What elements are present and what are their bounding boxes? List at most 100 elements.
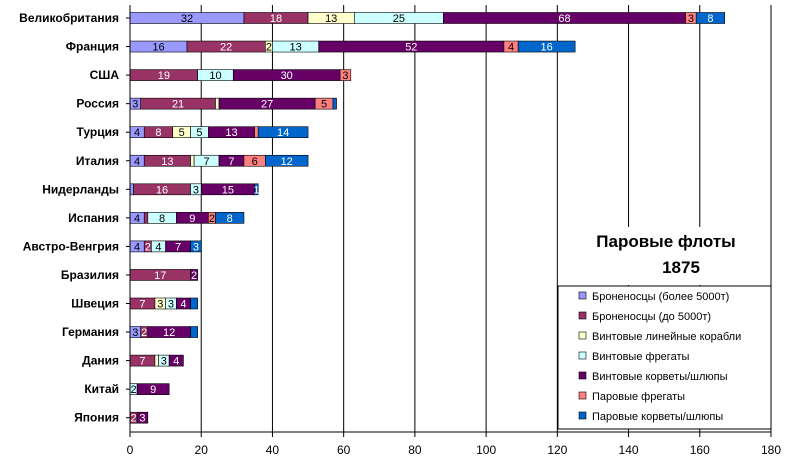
category-label: Дания xyxy=(82,354,119,368)
data-label: 12 xyxy=(281,156,293,168)
legend-label: Броненосцы (до 5000т) xyxy=(592,311,711,323)
data-label: 12 xyxy=(163,327,175,339)
bar-segment xyxy=(154,354,159,367)
data-label: 3 xyxy=(342,70,348,82)
legend-swatch xyxy=(578,291,587,300)
data-label: 21 xyxy=(172,99,184,111)
data-label: 2 xyxy=(209,213,215,225)
bar-segment xyxy=(190,240,202,253)
data-label: 7 xyxy=(228,156,234,168)
bar-segment xyxy=(254,183,259,196)
data-label: 10 xyxy=(209,70,221,82)
data-label: 8 xyxy=(707,13,713,25)
legend-label: Броненосцы (более 5000т) xyxy=(592,291,729,303)
data-label: 6 xyxy=(252,156,258,168)
x-tick-label-140: 140 xyxy=(619,443,639,457)
title-background xyxy=(572,227,770,285)
data-label: 3 xyxy=(688,13,694,25)
category-label: Германия xyxy=(62,325,119,339)
bar-segment xyxy=(215,97,220,110)
category-labels: Великобритания Франция США Россия Турция Итал… xyxy=(19,11,119,425)
bar-segment xyxy=(265,154,309,167)
bar-segment xyxy=(215,212,245,224)
legend-swatch xyxy=(578,331,587,340)
data-label: 16 xyxy=(156,184,168,196)
data-label: 4 xyxy=(134,156,140,168)
legend-swatch xyxy=(578,391,587,400)
legend-swatch xyxy=(578,411,587,420)
chart-subtitle: 1875 xyxy=(662,258,700,277)
x-tick-label-0: 0 xyxy=(127,443,134,457)
category-label: Россия xyxy=(76,97,119,111)
data-label: 8 xyxy=(227,213,233,225)
bar-segment xyxy=(695,12,726,24)
category-label: Австро-Венгрия xyxy=(23,239,119,253)
data-label: 7 xyxy=(139,299,145,311)
x-tick-label-80: 80 xyxy=(408,443,422,457)
data-label: 9 xyxy=(150,384,156,396)
data-label: 5 xyxy=(196,127,202,139)
data-label: 27 xyxy=(261,99,273,111)
data-label: 16 xyxy=(541,42,553,54)
data-label: 52 xyxy=(405,42,417,54)
legend-label: Винтовые корветы/шлюпы xyxy=(592,371,728,383)
bar-segment xyxy=(190,154,195,167)
category-label: Бразилия xyxy=(61,268,119,282)
data-label: 2 xyxy=(130,413,136,425)
data-label: 3 xyxy=(132,327,138,339)
data-label: 68 xyxy=(558,13,570,25)
data-label: 4 xyxy=(134,213,140,225)
data-label: 19 xyxy=(158,70,170,82)
data-label: 16 xyxy=(152,42,164,54)
data-label: 30 xyxy=(281,70,293,82)
data-label: 4 xyxy=(134,241,140,253)
data-label: 25 xyxy=(393,13,405,25)
category-label: Италия xyxy=(76,154,119,168)
category-label: США xyxy=(90,68,120,82)
data-label: 2 xyxy=(191,270,197,282)
data-label: 3 xyxy=(157,299,163,311)
x-tick-label-180: 180 xyxy=(761,443,781,457)
legend-swatch xyxy=(578,371,587,380)
category-label: Нидерланды xyxy=(42,182,119,196)
data-label: 22 xyxy=(220,42,232,54)
data-label: 9 xyxy=(189,213,195,225)
category-label: Турция xyxy=(77,125,119,139)
data-label: 4 xyxy=(134,127,140,139)
bar-segment xyxy=(339,69,352,81)
data-label: 13 xyxy=(289,42,301,54)
data-label: 3 xyxy=(132,99,138,111)
chart-title: Паровые флоты xyxy=(596,232,735,251)
x-tick-labels: 0 20 40 60 80 100 120 140 160 180 xyxy=(127,443,782,457)
bar-segment xyxy=(190,297,198,310)
bar-segment xyxy=(168,354,184,367)
data-label: 5 xyxy=(179,127,185,139)
data-label: 13 xyxy=(325,13,337,25)
data-label: 1 xyxy=(253,184,259,196)
legend-label: Винтовые линейные корабли xyxy=(592,331,741,343)
data-label: 3 xyxy=(193,184,199,196)
bar-segment xyxy=(254,126,259,138)
data-label: 3 xyxy=(193,241,199,253)
data-label: 2 xyxy=(141,327,147,339)
bar-segment xyxy=(190,326,198,338)
data-label: 4 xyxy=(180,299,186,311)
data-label: 18 xyxy=(270,13,282,25)
x-tick-label-160: 160 xyxy=(690,443,710,457)
data-label: 2 xyxy=(266,42,272,54)
legend-label: Паровые фрегаты xyxy=(592,391,685,403)
legend-swatch xyxy=(578,311,587,320)
x-tick-label-100: 100 xyxy=(476,443,496,457)
x-tick-label-20: 20 xyxy=(195,443,209,457)
data-label: 15 xyxy=(222,184,234,196)
data-label: 17 xyxy=(154,270,166,282)
x-tick-label-120: 120 xyxy=(547,443,567,457)
bar-segment xyxy=(129,183,134,196)
axes xyxy=(126,5,772,437)
data-label: 4 xyxy=(508,42,514,54)
data-label: 7 xyxy=(204,156,210,168)
bar-segment xyxy=(517,40,576,53)
data-label: 2 xyxy=(145,241,151,253)
legend: Броненосцы (более 5000т) Броненосцы (до 5… xyxy=(557,285,772,430)
